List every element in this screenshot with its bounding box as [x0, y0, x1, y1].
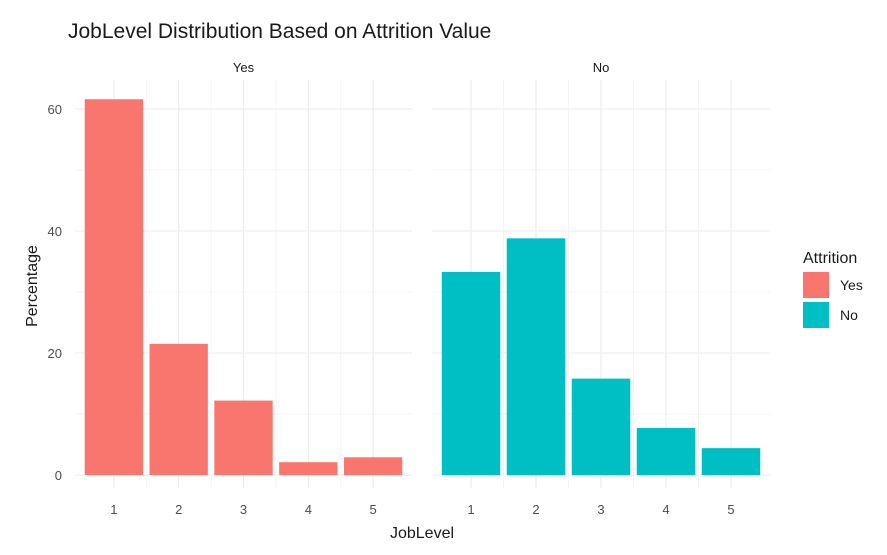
- y-tick-label: 0: [55, 468, 62, 483]
- legend-swatch: [803, 272, 829, 298]
- x-tick-label: 3: [240, 502, 247, 517]
- legend-label: No: [840, 307, 858, 323]
- bar-yes-level-5[interactable]: [343, 457, 403, 475]
- bar-no-level-5[interactable]: [701, 448, 761, 475]
- x-tick-label: 2: [175, 502, 182, 517]
- y-tick-label: 40: [48, 224, 62, 239]
- x-tick-label: 2: [532, 502, 539, 517]
- bar-no-level-1[interactable]: [441, 271, 501, 475]
- bar-no-level-2[interactable]: [506, 238, 566, 475]
- x-tick-label: 1: [467, 502, 474, 517]
- y-axis-title: Percentage: [24, 245, 41, 327]
- x-axis-title: JobLevel: [390, 525, 454, 542]
- bar-yes-level-4[interactable]: [279, 462, 338, 475]
- x-tick-label: 3: [597, 502, 604, 517]
- x-tick-label: 4: [662, 502, 669, 517]
- x-tick-label: 1: [110, 502, 117, 517]
- bar-yes-level-3[interactable]: [214, 400, 273, 475]
- bar-yes-level-2[interactable]: [149, 343, 208, 475]
- x-tick-label: 4: [305, 502, 312, 517]
- legend-item-no[interactable]: No: [803, 302, 858, 328]
- legend-title: Attrition: [803, 250, 857, 267]
- bar-yes-level-1[interactable]: [84, 99, 144, 476]
- legend-swatch: [803, 302, 829, 328]
- legend: Attrition Yes No: [803, 250, 863, 328]
- facet-strip-label: Yes: [233, 60, 255, 75]
- y-tick-label: 60: [48, 102, 62, 117]
- facet-panel-yes: 1 2 3 4 5 Yes: [75, 60, 412, 517]
- y-tick-label: 20: [48, 346, 62, 361]
- bar-no-level-3[interactable]: [571, 378, 631, 475]
- x-tick-label: 5: [727, 502, 734, 517]
- x-tick-label: 5: [369, 502, 376, 517]
- chart-title: JobLevel Distribution Based on Attrition…: [68, 20, 491, 43]
- legend-item-yes[interactable]: Yes: [803, 272, 863, 298]
- facet-strip-label: No: [593, 60, 610, 75]
- facet-panel-no: 1 2 3 4 5 No: [432, 60, 770, 517]
- bar-no-level-4[interactable]: [636, 428, 696, 475]
- legend-label: Yes: [840, 277, 863, 293]
- facets-layer: 1 2 3 4 5 Yes 1 2 3 4 5 No 0 20 40 60: [48, 60, 770, 517]
